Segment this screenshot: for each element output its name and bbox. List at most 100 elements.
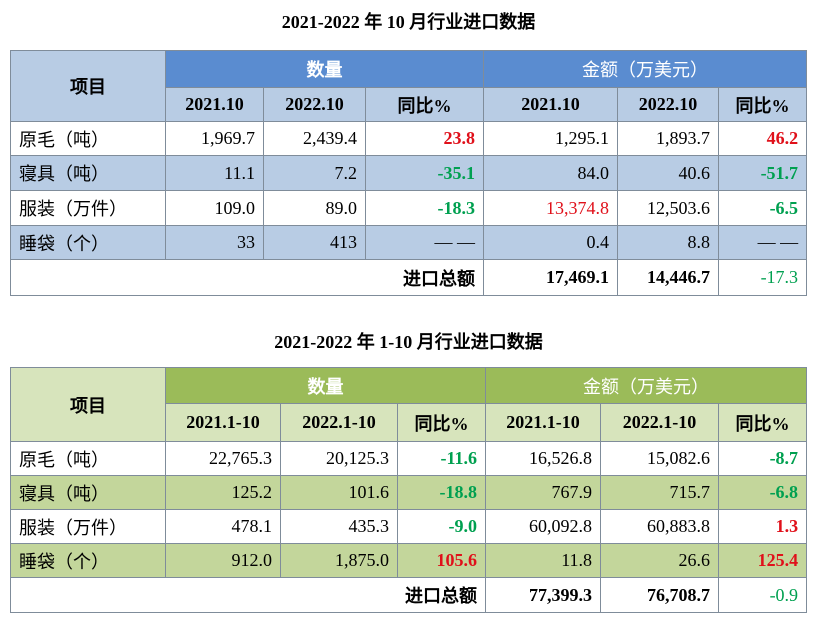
cell: 60,092.8	[485, 509, 602, 544]
cell: 1.3	[718, 509, 808, 544]
header-cell: 2021.1-10	[165, 403, 281, 442]
cell: 寝具（吨）	[10, 155, 166, 191]
cell: 原毛（吨）	[10, 441, 166, 476]
header-cell: 项目	[10, 50, 166, 122]
cell: -8.7	[718, 441, 808, 476]
header-row: 项目 数量 金额（万美元）	[10, 50, 808, 122]
cell: 原毛（吨）	[10, 121, 166, 156]
header-cell: 同比%	[396, 403, 487, 442]
cell: 105.6	[396, 543, 487, 578]
cell: 1,295.1	[483, 121, 619, 156]
data-row: 原毛（吨） 1,969.7 2,439.4 23.8 1,295.1 1,893.7 46.…	[10, 121, 808, 156]
data-row: 睡袋（个） 33 413— —0.4 8.8— —	[10, 225, 808, 260]
cell: 1,893.7	[617, 121, 720, 156]
data-row: 睡袋（个） 912.0 1,875.0 105.6 11.8 26.6 125.4	[10, 543, 808, 578]
header-cell: 数量	[164, 50, 485, 88]
cell: 435.3	[280, 509, 398, 544]
data-row: 寝具（吨） 11.1 7.2 -35.1 84.0 40.6 -51.7	[10, 155, 808, 191]
cell: 16,526.8	[485, 441, 602, 476]
cell: -6.5	[718, 190, 808, 226]
cell: 15,082.6	[600, 441, 720, 476]
table-title: 2021-2022 年 1-10 月行业进口数据	[274, 332, 543, 352]
data-table: 项目 数量 金额（万美元） 2021.1-10 2022.1-10 同比% 2021.1-1…	[9, 367, 808, 613]
total-row: 进口总额 17,469.1 14,446.7 -17.3	[9, 259, 808, 296]
cell: 715.7	[600, 475, 720, 510]
data-row: 寝具（吨） 125.2 101.6 -18.8 767.9 715.7 -6.8	[10, 475, 808, 510]
total-cell: 77,399.3	[485, 577, 602, 613]
total-cell: 76,708.7	[600, 577, 720, 613]
header-row: 项目 数量 金额（万美元）	[10, 367, 808, 442]
cell: 84.0	[483, 155, 619, 191]
cell: 60,883.8	[600, 509, 720, 544]
cell: 767.9	[485, 475, 602, 510]
cell: — —	[718, 225, 808, 260]
cell: 服装（万件）	[10, 190, 166, 226]
cell: 40.6	[617, 155, 720, 191]
cell: 睡袋（个）	[10, 543, 166, 578]
header-cell: 2021.1-10	[485, 403, 602, 442]
data-row: 服装（万件） 478.1 435.3 -9.0 60,092.8 60,883.8 1.3	[10, 509, 808, 544]
cell: -11.6	[396, 441, 487, 476]
cell: 8.8	[617, 225, 720, 260]
header-cell: 数量	[164, 367, 487, 404]
subheader-row: 2021.1-10 2022.1-10 同比% 2021.1-10 2022.1-10 同…	[10, 403, 808, 442]
cell: -9.0	[396, 509, 487, 544]
data-table: 项目 数量 金额（万美元） 2021.10 2022.10 同比% 2021.10 2022.…	[9, 50, 808, 296]
header-cell: 2022.1-10	[280, 403, 398, 442]
header-cell: 同比%	[718, 403, 808, 442]
total-cell: 14,446.7	[617, 259, 720, 296]
cell: 23.8	[364, 121, 485, 156]
header-cell: 2022.1-10	[600, 403, 720, 442]
table-title: 2021-2022 年 10 月行业进口数据	[281, 12, 536, 32]
data-row: 服装（万件） 109.0 89.0 -18.3 13,374.8 12,503.6 -6.5	[10, 190, 808, 226]
cell: 睡袋（个）	[10, 225, 166, 260]
header-cell: 同比%	[364, 87, 485, 122]
cell: 寝具（吨）	[10, 475, 166, 510]
cell: 912.0	[165, 543, 281, 578]
cell: 26.6	[600, 543, 720, 578]
cell: -6.8	[718, 475, 808, 510]
total-cell: -17.3	[718, 259, 808, 296]
header-cell: 项目	[10, 367, 166, 442]
header-cell: 2021.10	[483, 87, 619, 122]
header-cell: 同比%	[718, 87, 808, 122]
cell: 2,439.4	[263, 121, 366, 156]
header-cell: 金额（万美元）	[483, 50, 808, 88]
cell: 1,875.0	[280, 543, 398, 578]
total-row: 进口总额 77,399.3 76,708.7 -0.9	[9, 577, 808, 613]
cell: -51.7	[718, 155, 808, 191]
cell: 12,503.6	[617, 190, 720, 226]
cell: 101.6	[280, 475, 398, 510]
cell: 478.1	[165, 509, 281, 544]
header-cell: 2022.10	[263, 87, 366, 122]
cell: 33	[165, 225, 264, 260]
header-cell: 金额（万美元）	[485, 367, 808, 404]
cell: 125.2	[165, 475, 281, 510]
header-cell: 2022.10	[617, 87, 720, 122]
cell: 0.4	[483, 225, 619, 260]
cell: 11.8	[485, 543, 602, 578]
cell: 46.2	[718, 121, 808, 156]
cell: 服装（万件）	[10, 509, 166, 544]
header-cell: 2021.10	[165, 87, 264, 122]
cell: 413	[263, 225, 366, 260]
data-row: 原毛（吨） 22,765.3 20,125.3 -11.6 16,526.8 15,082…	[10, 441, 808, 476]
cell: 125.4	[718, 543, 808, 578]
cell: -18.3	[364, 190, 485, 226]
cell: 109.0	[165, 190, 264, 226]
cell: 7.2	[263, 155, 366, 191]
total-cell: -0.9	[718, 577, 808, 613]
cell: 1,969.7	[165, 121, 264, 156]
cell: — —	[364, 225, 485, 260]
total-label: 进口总额	[9, 259, 485, 296]
total-label: 进口总额	[9, 577, 487, 613]
cell: -18.8	[396, 475, 487, 510]
cell: 89.0	[263, 190, 366, 226]
cell: 22,765.3	[165, 441, 281, 476]
cell: -35.1	[364, 155, 485, 191]
cell: 20,125.3	[280, 441, 398, 476]
cell: 13,374.8	[483, 190, 619, 226]
total-cell: 17,469.1	[483, 259, 619, 296]
cell: 11.1	[165, 155, 264, 191]
